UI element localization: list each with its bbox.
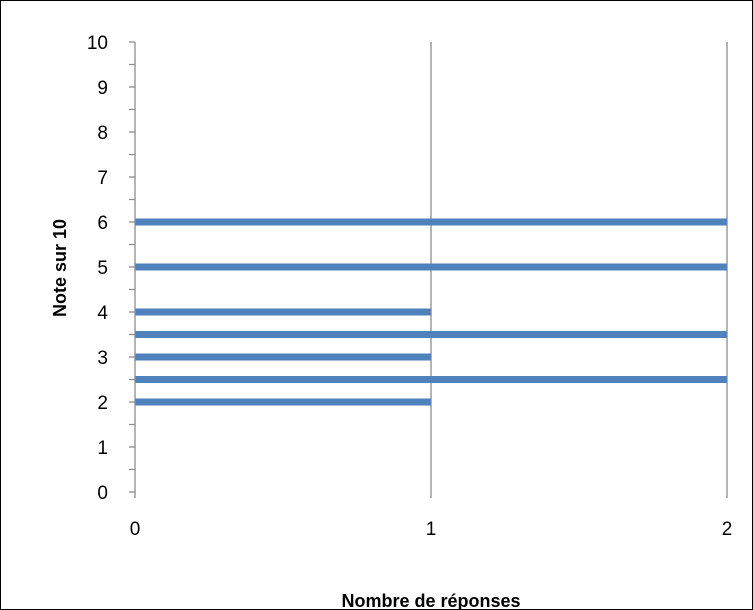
- x-tick-label: 1: [426, 519, 437, 540]
- y-tick-label: 0: [97, 483, 108, 504]
- y-tick-label: 10: [87, 33, 108, 54]
- y-axis-title: Note sur 10: [50, 219, 70, 317]
- y-tick-label: 9: [97, 78, 108, 99]
- bar: [135, 263, 727, 271]
- y-tick-label: 3: [97, 348, 108, 369]
- y-tick-label: 2: [97, 393, 108, 414]
- y-tick-label: 6: [97, 213, 108, 234]
- y-tick-label: 5: [97, 258, 108, 279]
- tick-labels: 0 1 2 3 4 5 6 7 8 9 10 0 1 2: [87, 33, 732, 540]
- y-tick-label: 4: [97, 303, 108, 324]
- bar: [135, 331, 727, 338]
- y-tick-label: 8: [97, 123, 108, 144]
- bar: [135, 376, 727, 383]
- bars: [135, 218, 727, 406]
- bar: [135, 398, 431, 406]
- axes: [129, 41, 728, 498]
- bar: [135, 308, 431, 316]
- x-tick-label: 2: [722, 519, 733, 540]
- y-tick-label: 7: [97, 168, 108, 189]
- x-tick-label: 0: [130, 519, 141, 540]
- bar: [135, 218, 727, 226]
- y-tick-label: 1: [97, 438, 108, 459]
- bar: [135, 353, 431, 361]
- x-axis-title: Nombre de réponses: [341, 591, 520, 610]
